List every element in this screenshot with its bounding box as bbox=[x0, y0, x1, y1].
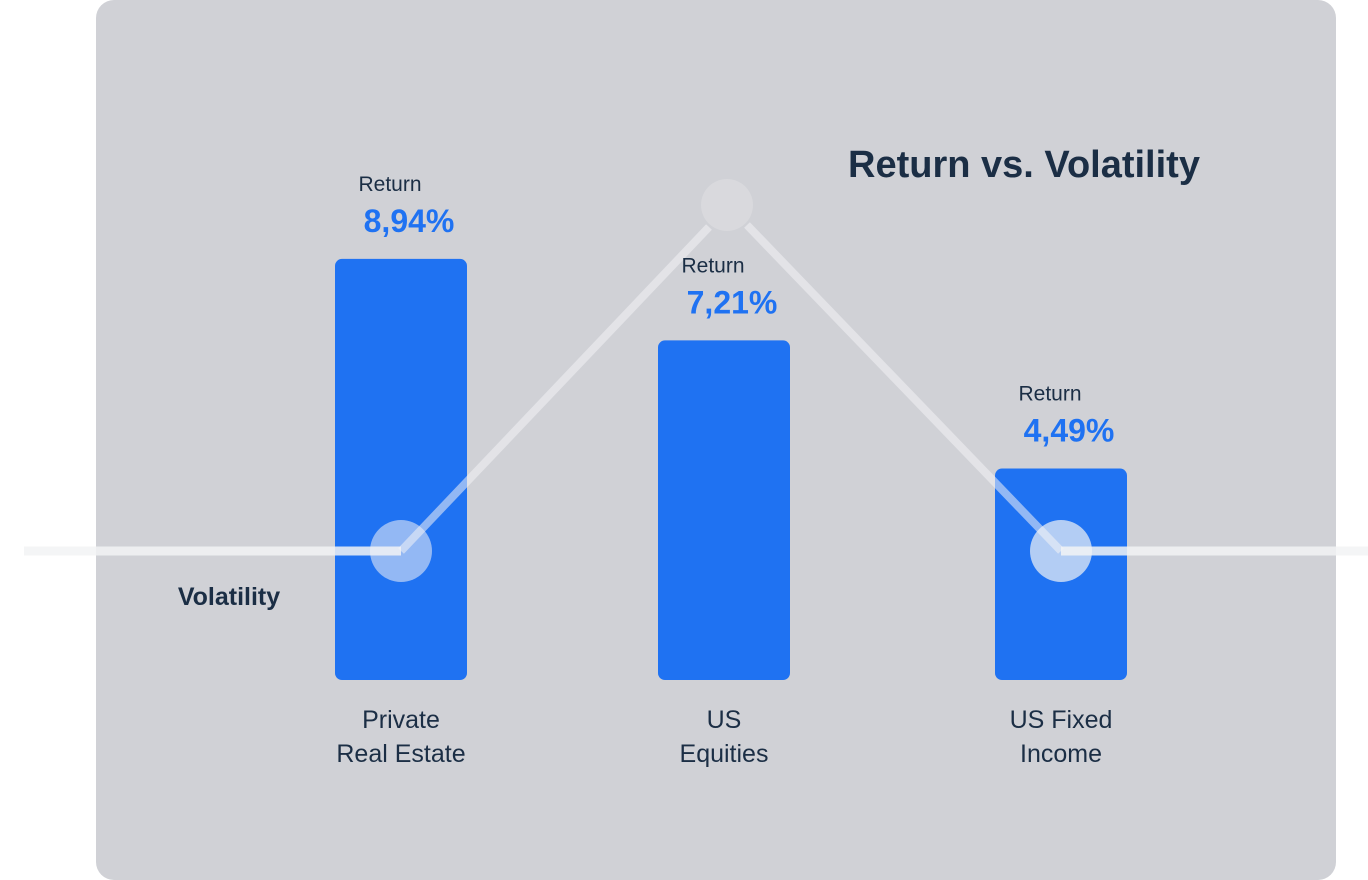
return-value-2: 7,21% bbox=[687, 284, 778, 320]
category-label-1-line-1: Private bbox=[362, 706, 440, 734]
bar-2 bbox=[658, 340, 790, 680]
bar-1 bbox=[335, 258, 467, 680]
chart-title: Return vs. Volatility bbox=[848, 144, 1200, 186]
volatility-peak-marker bbox=[701, 179, 753, 231]
return-caption-2: Return bbox=[681, 254, 744, 277]
return-value-3: 4,49% bbox=[1024, 413, 1115, 449]
volatility-label: Volatility bbox=[178, 583, 280, 611]
category-label-3-line-1: US Fixed bbox=[1010, 706, 1113, 734]
category-label-2-line-2: Equities bbox=[680, 740, 769, 768]
volatility-marker-3 bbox=[1030, 520, 1092, 582]
return-caption-1: Return bbox=[358, 173, 421, 196]
category-label-1-line-2: Real Estate bbox=[336, 740, 465, 768]
volatility-marker-1 bbox=[370, 520, 432, 582]
volatility-line-layer bbox=[24, 179, 1368, 582]
category-label-3-line-2: Income bbox=[1020, 740, 1102, 768]
category-label-2-line-1: US bbox=[707, 706, 742, 734]
return-value-1: 8,94% bbox=[364, 203, 455, 239]
volatility-line-rise bbox=[398, 224, 712, 554]
volatility-line-fall bbox=[744, 222, 1064, 554]
labels-layer: Return 8,94% Private Real Estate Return 7,21%… bbox=[336, 173, 1114, 768]
return-caption-3: Return bbox=[1018, 383, 1081, 406]
bars-layer bbox=[335, 258, 1127, 680]
